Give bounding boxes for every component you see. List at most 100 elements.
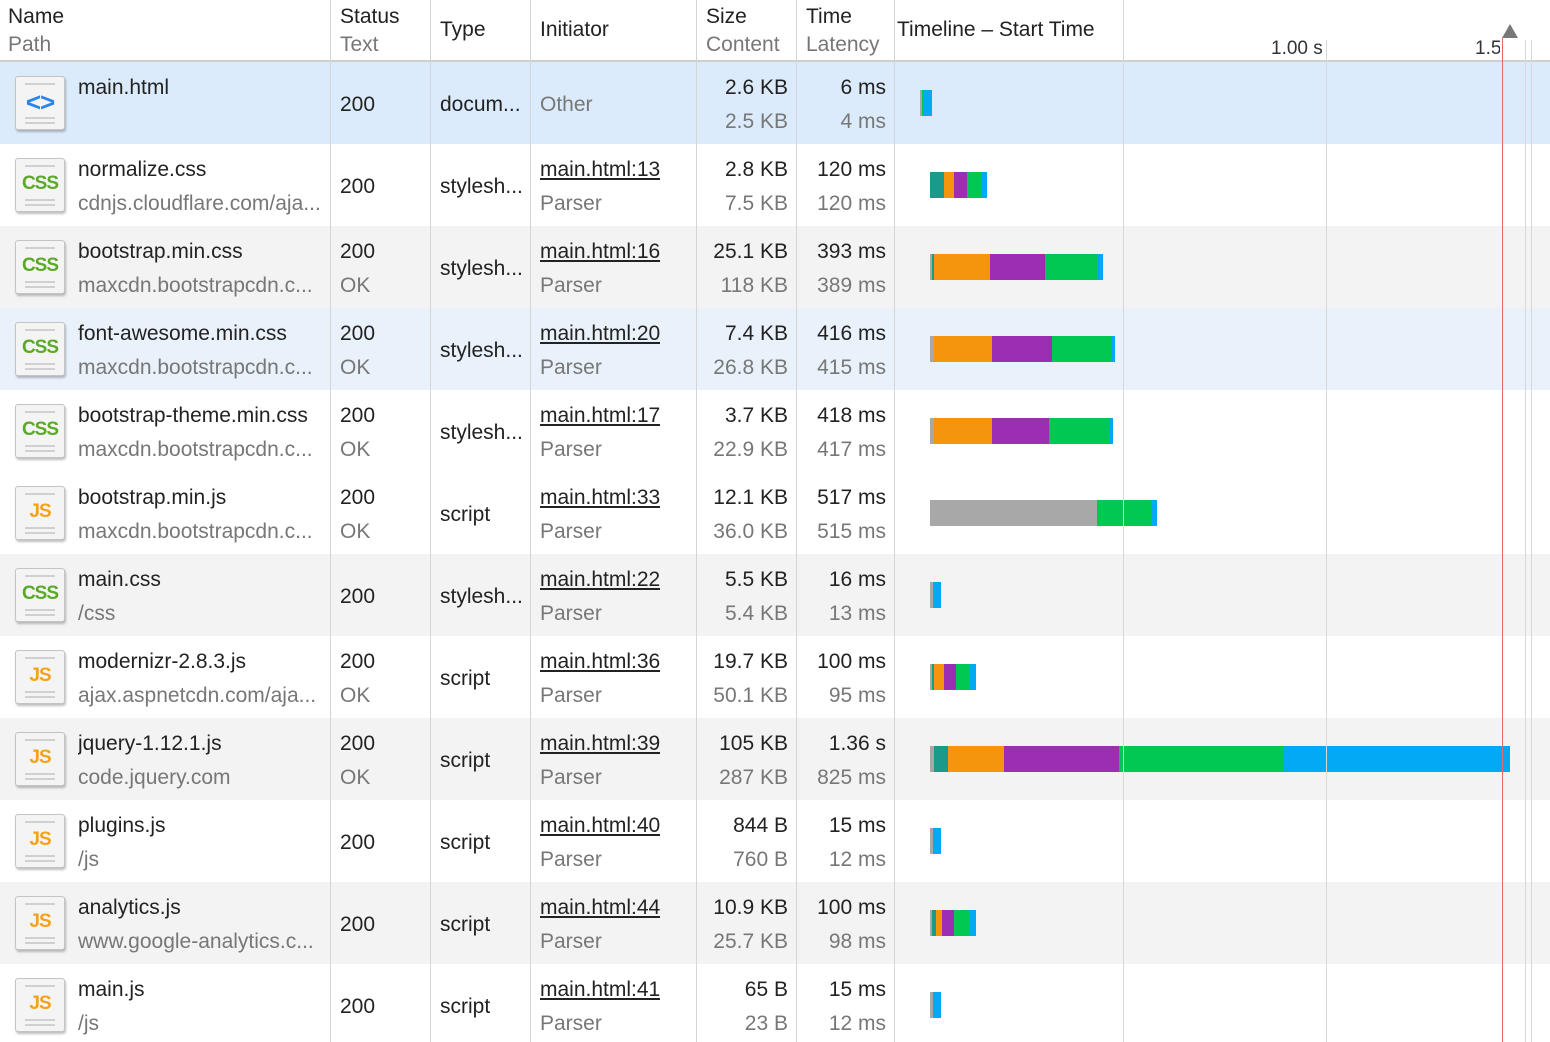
timing-segment-ssl [944,664,957,690]
timing-segment-stalled [930,828,934,854]
timing-segment-ssl [954,172,967,198]
file-type-badge: CSS [21,173,59,194]
timing-segment-stalled [930,664,933,690]
initiator-link[interactable]: main.html:39 [540,732,661,755]
timing-bar[interactable] [930,172,987,198]
initiator-link[interactable]: main.html:41 [540,978,661,1001]
file-type-badge: JS [29,911,51,932]
initiator-link[interactable]: main.html:36 [540,650,661,673]
column-divider[interactable] [796,0,797,1042]
status-code: 200 [340,650,376,673]
timing-bar[interactable] [930,582,942,608]
initiator-link[interactable]: main.html:33 [540,486,661,509]
content-size: 25.7 KB [713,930,788,953]
total-time: 100 ms [817,650,886,673]
file-type-badge: JS [29,829,51,850]
header-text-label: Text [340,33,379,56]
column-divider[interactable] [430,0,431,1042]
initiator-type: Parser [540,520,602,543]
request-path: www.google-analytics.c... [78,930,314,953]
column-divider[interactable] [696,0,697,1042]
request-row[interactable]: CSS normalize.css cdnjs.cloudflare.com/a… [0,144,1550,226]
file-type-badge: JS [29,747,51,768]
column-divider[interactable] [530,0,531,1042]
transfer-size: 2.6 KB [724,76,788,99]
request-path: cdnjs.cloudflare.com/aja... [78,192,321,215]
request-row[interactable]: JS modernizr-2.8.3.js ajax.aspnetcdn.com… [0,636,1550,718]
timing-segment-ssl [942,910,955,936]
request-row[interactable]: CSS bootstrap-theme.min.css maxcdn.boots… [0,390,1550,472]
content-size: 26.8 KB [713,356,788,379]
request-path: maxcdn.bootstrapcdn.c... [78,520,313,543]
timing-segment-waiting [1051,336,1112,362]
status-text: OK [340,520,371,543]
sort-ascending-icon[interactable] [1502,24,1518,38]
request-name: normalize.css [78,158,207,181]
timing-segment-ssl [991,336,1052,362]
timing-bar[interactable] [930,254,1104,280]
request-row[interactable]: JS bootstrap.min.js maxcdn.bootstrapcdn.… [0,472,1550,554]
timing-bar[interactable] [930,746,1511,772]
total-time: 120 ms [817,158,886,181]
request-row[interactable]: CSS main.css /css 200 stylesh... main.ht… [0,554,1550,636]
status-text: OK [340,684,371,707]
initiator-link[interactable]: main.html:13 [540,158,661,181]
resource-type: script [440,503,491,526]
timing-bar[interactable] [930,992,942,1018]
request-path: /css [78,602,116,625]
initiator-link[interactable]: main.html:22 [540,568,661,591]
timing-bar[interactable] [930,664,976,690]
request-row[interactable]: <> main.html 200 docum... Other 2.6 KB 2… [0,62,1550,144]
request-name: main.js [78,978,145,1001]
initiator-link[interactable]: main.html:17 [540,404,661,427]
timing-segment-connect [936,910,943,936]
request-row[interactable]: JS plugins.js /js 200 script main.html:4… [0,800,1550,882]
timing-bar[interactable] [930,336,1116,362]
status-text: OK [340,356,371,379]
request-row[interactable]: JS main.js /js 200 script main.html:41 P… [0,964,1550,1042]
initiator-link[interactable]: main.html:44 [540,896,661,919]
css-file-icon: CSS [15,322,65,376]
request-row[interactable]: JS jquery-1.12.1.js code.jquery.com 200 … [0,718,1550,800]
timing-bar[interactable] [920,90,933,116]
timing-segment-dns [932,910,937,936]
timeline-gridline [1525,40,1526,1042]
request-row[interactable]: JS analytics.js www.google-analytics.c..… [0,882,1550,964]
timing-bar[interactable] [930,418,1114,444]
header-status-label: Status [340,5,400,28]
initiator-type: Parser [540,274,602,297]
initiator-link[interactable]: main.html:20 [540,322,661,345]
initiator-link[interactable]: main.html:40 [540,814,661,837]
initiator-type: Parser [540,684,602,707]
timeline-gridline [1531,40,1532,1042]
status-code: 200 [340,732,376,755]
request-name: plugins.js [78,814,166,837]
timing-segment-download [1111,336,1116,362]
resource-type: stylesh... [440,175,523,198]
timing-bar[interactable] [930,500,1158,526]
timing-segment-stalled [930,910,933,936]
request-name: bootstrap.min.css [78,240,243,263]
column-header-row: Name Path Status Text Type Initiator Siz… [0,0,1550,62]
timing-bar[interactable] [930,828,942,854]
column-divider[interactable] [894,0,895,1042]
initiator-type: Parser [540,438,602,461]
file-type-badge: CSS [21,255,59,276]
file-type-badge: CSS [21,583,59,604]
initiator-type: Parser [540,766,602,789]
request-row[interactable]: CSS font-awesome.min.css maxcdn.bootstra… [0,308,1550,390]
timing-segment-download [969,910,976,936]
timing-segment-stalled [930,992,934,1018]
request-name: bootstrap-theme.min.css [78,404,308,427]
status-text: OK [340,766,371,789]
timing-bar[interactable] [930,910,976,936]
js-file-icon: JS [15,486,65,540]
timing-segment-waiting [956,664,970,690]
timing-segment-download [933,582,942,608]
column-divider[interactable] [330,0,331,1042]
request-row[interactable]: CSS bootstrap.min.css maxcdn.bootstrapcd… [0,226,1550,308]
latency: 4 ms [840,110,886,133]
timing-segment-stalled [930,746,935,772]
total-time: 6 ms [840,76,886,99]
initiator-link[interactable]: main.html:16 [540,240,661,263]
